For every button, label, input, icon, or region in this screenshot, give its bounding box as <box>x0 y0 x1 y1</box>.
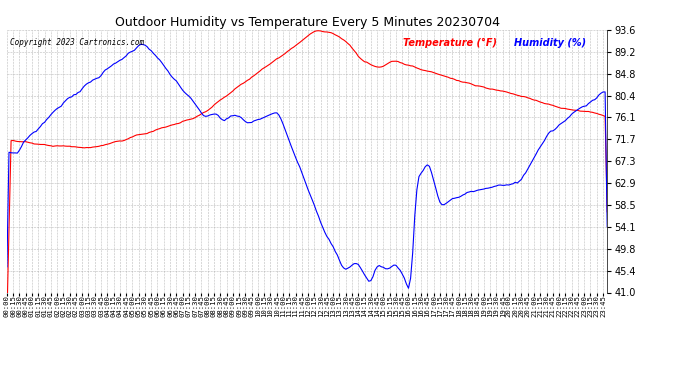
Title: Outdoor Humidity vs Temperature Every 5 Minutes 20230704: Outdoor Humidity vs Temperature Every 5 … <box>115 16 500 29</box>
Text: Humidity (%): Humidity (%) <box>514 38 586 48</box>
Text: Copyright 2023 Cartronics.com: Copyright 2023 Cartronics.com <box>10 38 144 47</box>
Text: Temperature (°F): Temperature (°F) <box>403 38 497 48</box>
